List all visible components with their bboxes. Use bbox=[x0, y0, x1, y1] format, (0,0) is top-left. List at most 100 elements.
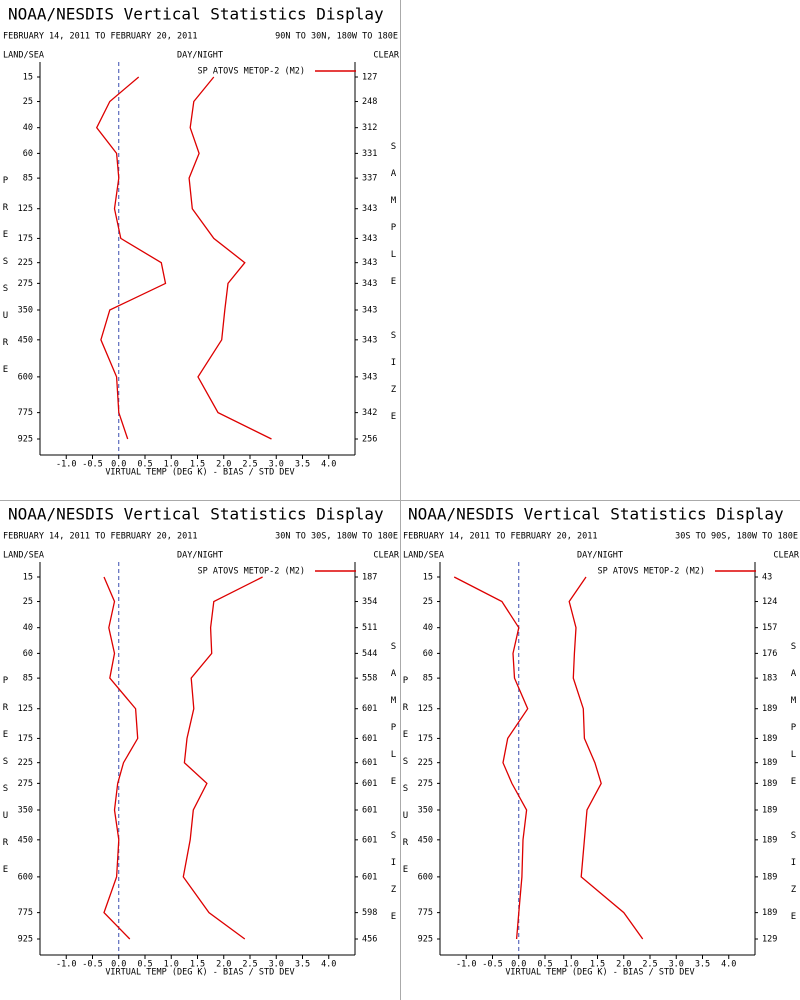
pressure-label: 40 bbox=[423, 623, 433, 633]
pressure-label: 175 bbox=[18, 234, 33, 244]
sample-size-label: 544 bbox=[362, 649, 377, 659]
panel: NOAA/NESDIS Vertical Statistics Display F… bbox=[401, 505, 800, 978]
sample-size-label: 343 bbox=[362, 335, 377, 345]
legend-label: SP ATOVS METOP-2 (M2) bbox=[198, 67, 305, 77]
sample-size-label: 601 bbox=[362, 734, 377, 744]
y2-axis-label: SAMPLE SIZE bbox=[789, 642, 799, 939]
x-tick-label: 0.0 bbox=[511, 960, 526, 970]
y-axis-label: PRESSURE bbox=[1, 676, 11, 892]
day-night-label: DAY/NIGHT bbox=[177, 51, 223, 61]
pressure-label: 925 bbox=[18, 435, 33, 445]
y2-axis-label: SAMPLE SIZE bbox=[389, 642, 399, 939]
x-axis-label: VIRTUAL TEMP (DEG K) - BIAS / STD DEV bbox=[105, 968, 294, 978]
sample-size-label: 189 bbox=[762, 779, 777, 789]
pressure-label: 775 bbox=[418, 908, 433, 918]
sample-size-label: 189 bbox=[762, 805, 777, 815]
pressure-label: 15 bbox=[23, 573, 33, 583]
x-tick-label: -1.0 bbox=[456, 960, 476, 970]
x-tick-label: 3.5 bbox=[295, 960, 310, 970]
pressure-label: 450 bbox=[18, 835, 33, 845]
x-tick-label: 0.5 bbox=[137, 960, 152, 970]
day-night-label: DAY/NIGHT bbox=[577, 551, 623, 561]
pressure-label: 40 bbox=[23, 123, 33, 133]
sample-size-label: 256 bbox=[362, 435, 377, 445]
sample-size-label: 601 bbox=[362, 805, 377, 815]
pressure-label: 225 bbox=[18, 758, 33, 768]
sample-size-label: 312 bbox=[362, 123, 377, 133]
x-tick-label: 3.0 bbox=[669, 960, 684, 970]
x-tick-label: 3.5 bbox=[295, 460, 310, 470]
sample-size-label: 342 bbox=[362, 408, 377, 418]
x-tick-label: 2.5 bbox=[242, 460, 257, 470]
std-dev-line bbox=[568, 576, 644, 940]
legend-label: SP ATOVS METOP-2 (M2) bbox=[198, 567, 305, 577]
sample-size-label: 343 bbox=[362, 258, 377, 268]
x-tick-label: 0.5 bbox=[537, 960, 552, 970]
x-tick-label: 2.5 bbox=[642, 960, 657, 970]
sample-size-label: 354 bbox=[362, 597, 377, 607]
pressure-label: 925 bbox=[18, 935, 33, 945]
pressure-label: 600 bbox=[418, 872, 433, 882]
land-sea-label: LAND/SEA bbox=[3, 51, 44, 61]
date-range: FEBRUARY 14, 2011 TO FEBRUARY 20, 2011 bbox=[3, 32, 197, 42]
sample-size-label: 343 bbox=[362, 204, 377, 214]
pressure-label: 600 bbox=[18, 372, 33, 382]
land-sea-label: LAND/SEA bbox=[403, 551, 444, 561]
pressure-label: 350 bbox=[18, 305, 33, 315]
x-tick-label: -0.5 bbox=[82, 960, 102, 970]
panel: NOAA/NESDIS Vertical Statistics Display F… bbox=[1, 5, 400, 478]
region: 30S TO 90S, 180W TO 180E bbox=[675, 532, 798, 542]
x-tick-label: 3.0 bbox=[269, 460, 284, 470]
sample-size-label: 598 bbox=[362, 908, 377, 918]
x-tick-label: 4.0 bbox=[721, 960, 736, 970]
clear-label: CLEAR bbox=[373, 51, 399, 61]
sample-size-label: 343 bbox=[362, 234, 377, 244]
x-tick-label: 1.0 bbox=[164, 460, 179, 470]
x-tick-label: -1.0 bbox=[56, 460, 76, 470]
pressure-label: 25 bbox=[23, 97, 33, 107]
x-tick-label: 2.0 bbox=[216, 960, 231, 970]
sample-size-label: 189 bbox=[762, 758, 777, 768]
y-axis-label: PRESSURE bbox=[1, 176, 11, 392]
date-range: FEBRUARY 14, 2011 TO FEBRUARY 20, 2011 bbox=[403, 532, 597, 542]
sample-size-label: 343 bbox=[362, 279, 377, 289]
bias-line bbox=[95, 76, 167, 440]
pressure-label: 175 bbox=[18, 734, 33, 744]
pressure-label: 350 bbox=[418, 805, 433, 815]
sample-size-label: 343 bbox=[362, 305, 377, 315]
pressure-label: 225 bbox=[18, 258, 33, 268]
sample-size-label: 176 bbox=[762, 649, 777, 659]
pressure-label: 275 bbox=[418, 779, 433, 789]
sample-size-label: 189 bbox=[762, 734, 777, 744]
y2-axis-label: SAMPLE SIZE bbox=[389, 142, 399, 439]
x-tick-label: 3.5 bbox=[695, 960, 710, 970]
date-range: FEBRUARY 14, 2011 TO FEBRUARY 20, 2011 bbox=[3, 532, 197, 542]
clear-label: CLEAR bbox=[373, 551, 399, 561]
pressure-label: 125 bbox=[18, 704, 33, 714]
sample-size-label: 189 bbox=[762, 704, 777, 714]
sample-size-label: 248 bbox=[362, 97, 377, 107]
pressure-label: 350 bbox=[18, 805, 33, 815]
x-tick-label: 3.0 bbox=[269, 960, 284, 970]
pressure-label: 450 bbox=[418, 835, 433, 845]
x-tick-label: 4.0 bbox=[321, 460, 336, 470]
x-tick-label: -0.5 bbox=[482, 960, 502, 970]
pressure-label: 125 bbox=[418, 704, 433, 714]
x-tick-label: 0.0 bbox=[111, 960, 126, 970]
sample-size-label: 558 bbox=[362, 674, 377, 684]
pressure-label: 85 bbox=[23, 174, 33, 184]
sample-size-label: 601 bbox=[362, 779, 377, 789]
x-tick-label: 2.0 bbox=[216, 460, 231, 470]
region: 30N TO 30S, 180W TO 180E bbox=[275, 532, 398, 542]
pressure-label: 25 bbox=[423, 597, 433, 607]
sample-size-label: 187 bbox=[362, 573, 377, 583]
pressure-label: 925 bbox=[418, 935, 433, 945]
clear-label: CLEAR bbox=[773, 551, 799, 561]
x-tick-label: 2.0 bbox=[616, 960, 631, 970]
x-tick-label: 1.0 bbox=[164, 960, 179, 970]
pressure-label: 125 bbox=[18, 204, 33, 214]
legend-label: SP ATOVS METOP-2 (M2) bbox=[598, 567, 705, 577]
panel-title: NOAA/NESDIS Vertical Statistics Display bbox=[408, 505, 784, 524]
pressure-label: 600 bbox=[18, 872, 33, 882]
